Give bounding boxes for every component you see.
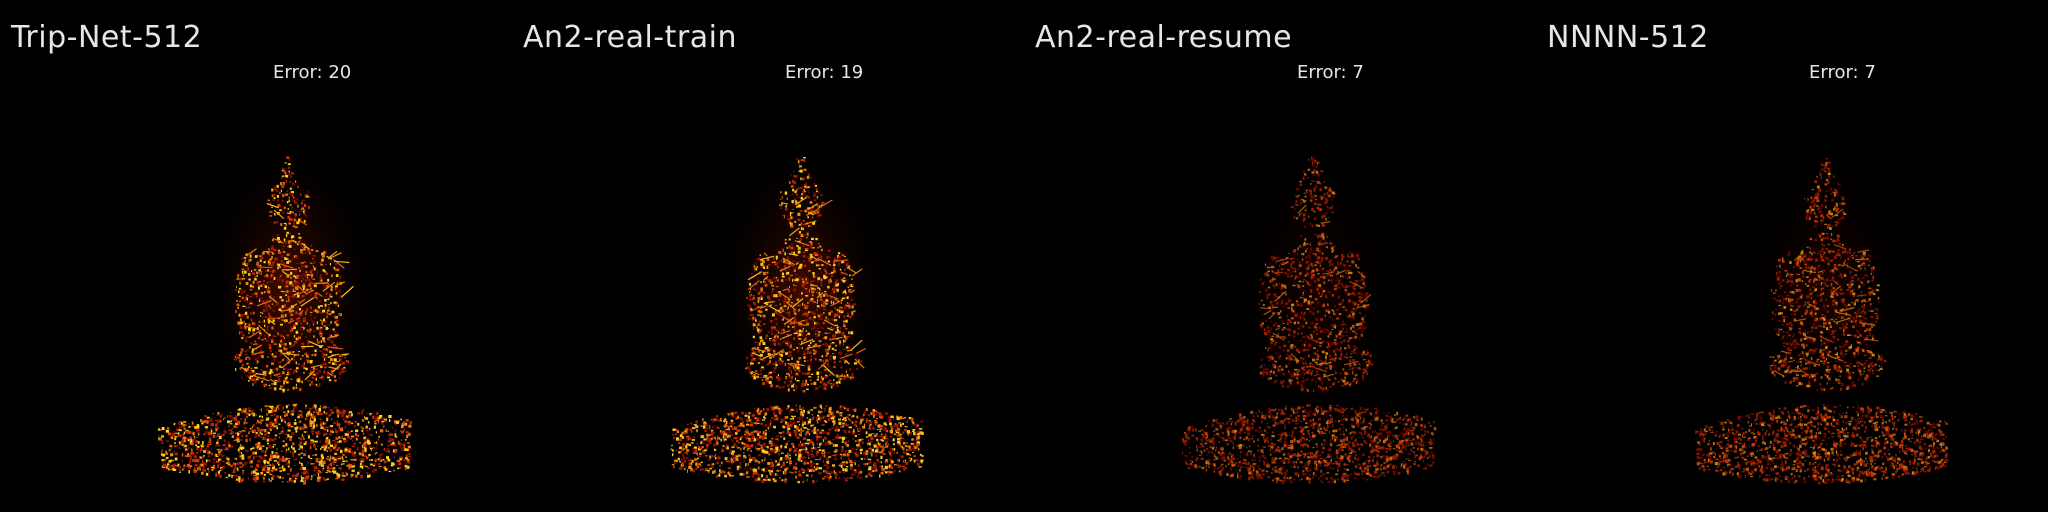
pedestal-heatmap: [1182, 404, 1437, 484]
buddha-error-heatmap-icon: [1695, 140, 1949, 485]
panel-title: Trip-Net-512: [11, 20, 203, 55]
statue-heatmap: [745, 157, 866, 393]
error-readout: Error: 7: [1809, 62, 1876, 83]
error-readout: Error: 19: [785, 62, 863, 83]
error-value: 7: [1864, 62, 1876, 83]
error-label: Error:: [1809, 62, 1859, 83]
statue-heatmap: [1769, 158, 1887, 392]
panel-title: An2-real-train: [523, 20, 737, 55]
statue-glow: [200, 140, 380, 440]
panel-title: An2-real-resume: [1035, 20, 1293, 55]
error-label: Error:: [273, 62, 323, 83]
buddha-error-heatmap-icon: [670, 140, 924, 484]
panel-nnnn-512: NNNN-512 Error: 7: [1536, 0, 2048, 512]
error-label: Error:: [1297, 62, 1347, 83]
buddha-error-heatmap-icon: [1182, 140, 1437, 484]
error-value: 19: [840, 62, 864, 83]
statue-glow: [1224, 140, 1404, 440]
panel-an2-real-resume: An2-real-resume Error: 7: [1024, 0, 1536, 512]
error-readout: Error: 20: [273, 62, 351, 83]
pedestal-heatmap: [1695, 404, 1949, 485]
panel-an2-real-train: An2-real-train Error: 19: [512, 0, 1024, 512]
error-value: 20: [328, 62, 352, 83]
statue-glow: [712, 140, 892, 440]
pedestal-heatmap: [158, 403, 413, 485]
panel-title: NNNN-512: [1547, 20, 1709, 55]
error-label: Error:: [785, 62, 835, 83]
statue-heatmap: [233, 156, 354, 393]
error-value: 7: [1352, 62, 1364, 83]
panel-trip-net-512: Trip-Net-512 Error: 20: [0, 0, 512, 512]
pedestal-heatmap: [670, 404, 924, 484]
statue-heatmap: [1258, 156, 1374, 393]
buddha-error-heatmap-icon: [158, 140, 413, 485]
error-readout: Error: 7: [1297, 62, 1364, 83]
